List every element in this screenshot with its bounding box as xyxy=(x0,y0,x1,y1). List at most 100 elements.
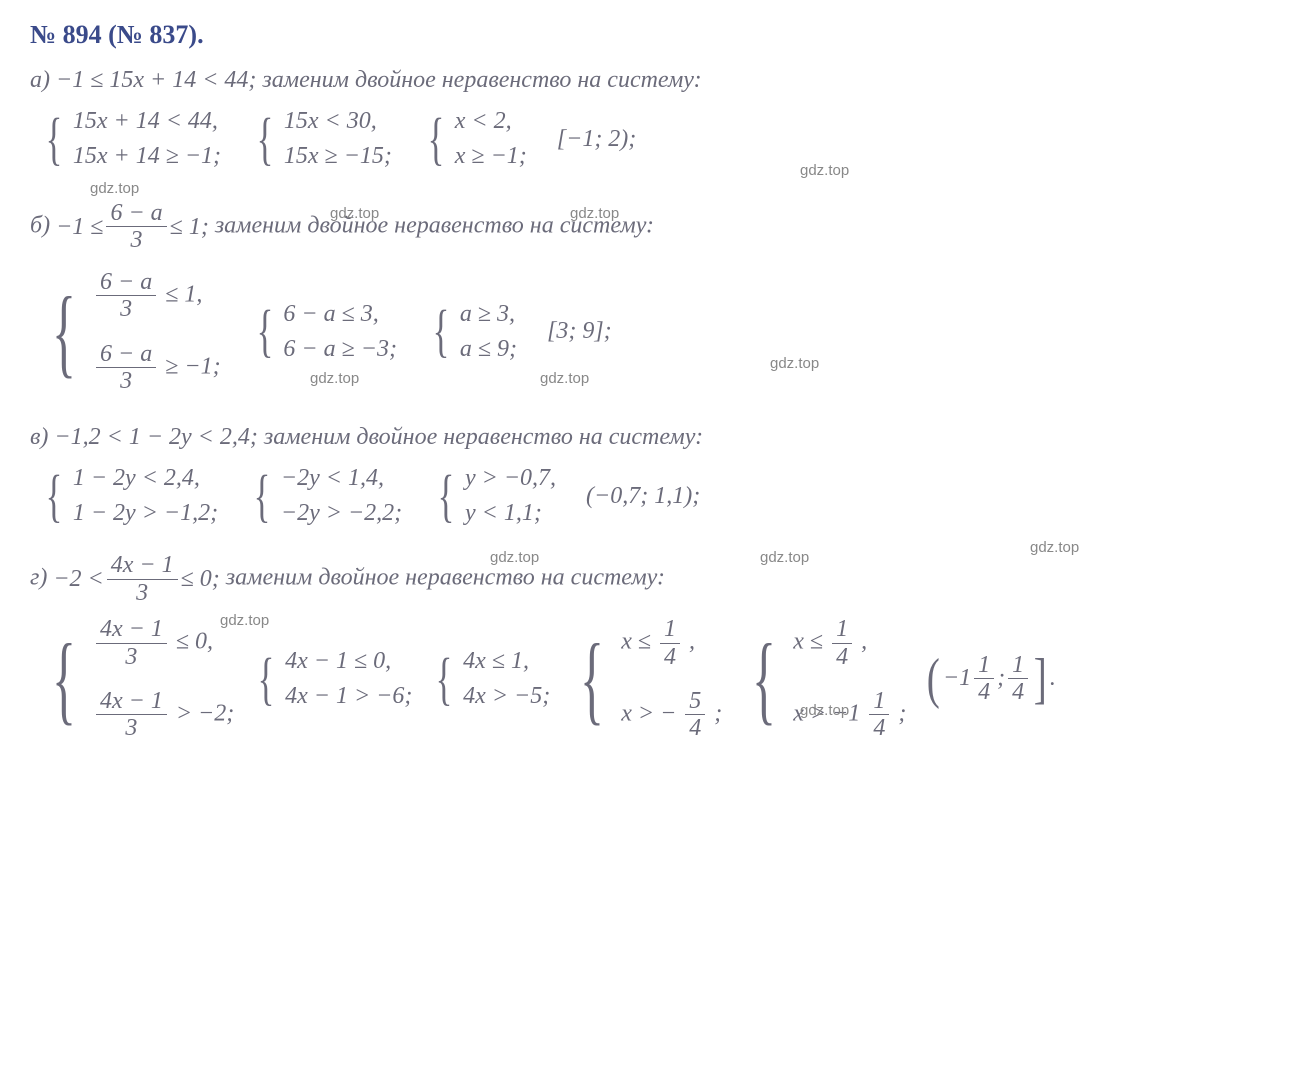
frac-den: 4 xyxy=(685,715,705,741)
problem-header: № 894 (№ 837). xyxy=(30,20,1274,50)
problem-b-statement: б) −1 ≤ 6 − a 3 ≤ 1; заменим двойное нер… xyxy=(30,200,1274,254)
eq-line: 6 − a 3 ≤ 1, xyxy=(93,269,221,323)
brace-icon: { xyxy=(46,116,63,162)
eq-line: y < 1,1; xyxy=(465,500,556,527)
ans-left-int: −1 xyxy=(943,665,971,692)
inequality-a: −1 ≤ 15x + 14 < 44; xyxy=(56,67,256,93)
eq-line: 1 − 2y > −1,2; xyxy=(73,500,218,527)
system-row-b: { 6 − a 3 ≤ 1, 6 − a 3 ≥ −1; xyxy=(40,269,1274,395)
eq-line: a ≤ 9; xyxy=(460,336,517,363)
eq-line: 4x > −5; xyxy=(463,683,550,710)
ans-sep: ; xyxy=(997,665,1005,692)
eq-line: x < 2, xyxy=(455,108,527,135)
brace-icon: { xyxy=(256,308,273,354)
frac-den: 3 xyxy=(121,644,141,670)
eq-line: y > −0,7, xyxy=(465,465,556,492)
answer-a: [−1; 2); xyxy=(557,126,637,153)
frac-num: 6 − a xyxy=(106,200,166,227)
frac-num: 4x − 1 xyxy=(96,616,167,643)
eq-line: 6 − a ≤ 3, xyxy=(283,301,397,328)
system-b-3: { a ≥ 3, a ≤ 9; xyxy=(427,301,517,363)
frac-den: 3 xyxy=(132,580,152,606)
eq-line: 15x + 14 ≥ −1; xyxy=(73,143,221,170)
frac-num: 1 xyxy=(660,616,680,643)
brace-icon: { xyxy=(438,473,455,519)
brace-icon: { xyxy=(436,656,453,702)
problem-d: г) −2 < 4x − 1 3 ≤ 0; заменим двойное не… xyxy=(30,552,1274,741)
watermark: gdz.top xyxy=(330,205,379,222)
problem-a-statement: а) −1 ≤ 15x + 14 < 44; заменим двойное н… xyxy=(30,62,1274,98)
eq-line: 15x + 14 < 44, xyxy=(73,108,221,135)
label-a: а) xyxy=(30,67,50,93)
brace-icon: { xyxy=(52,297,76,367)
ineq-suffix: ≤ 1; xyxy=(170,209,209,245)
brace-icon: { xyxy=(257,116,274,162)
suffix: , xyxy=(689,629,695,655)
eq-line: 4x − 1 3 > −2; xyxy=(93,688,234,742)
eq-line: 4x ≤ 1, xyxy=(463,648,550,675)
replace-text-a: заменим двойное неравенство на систему: xyxy=(262,67,701,93)
eq-line: 6 − a ≥ −3; xyxy=(283,336,397,363)
eq-line: 1 − 2y < 2,4, xyxy=(73,465,218,492)
fraction: 6 − a 3 xyxy=(96,269,156,323)
answer-b: [3; 9]; xyxy=(547,318,612,345)
frac-den: 4 xyxy=(869,715,889,741)
brace-icon: { xyxy=(46,473,63,519)
frac-num: 6 − a xyxy=(96,341,156,368)
fraction: 1 4 xyxy=(974,652,994,706)
suffix: ≤ 0, xyxy=(176,629,213,655)
problem-c: в) −1,2 < 1 − 2y < 2,4; заменим двойное … xyxy=(30,419,1274,527)
system-a-3: { x < 2, x ≥ −1; xyxy=(422,108,527,170)
eq-line: 6 − a 3 ≥ −1; xyxy=(93,341,221,395)
system-d-2: { 4x − 1 ≤ 0, 4x − 1 > −6; xyxy=(252,648,412,710)
system-c-3: { y > −0,7, y < 1,1; xyxy=(432,465,556,527)
watermark: gdz.top xyxy=(570,205,619,222)
brace-icon: { xyxy=(427,116,444,162)
suffix: ≤ 1, xyxy=(165,281,202,307)
label-b: б) xyxy=(30,212,50,238)
watermark: gdz.top xyxy=(770,355,819,372)
system-d-5: { x ≤ 1 4 , x > −1 1 4 ; xyxy=(740,616,906,742)
watermark: gdz.top xyxy=(90,180,139,197)
suffix: ; xyxy=(714,700,722,726)
watermark: gdz.top xyxy=(540,370,589,387)
frac-den: 3 xyxy=(127,227,147,253)
replace-text-d: заменим двойное неравенство на систему: xyxy=(226,565,665,591)
ineq-suffix: ≤ 0; xyxy=(181,561,220,597)
frac-num: 1 xyxy=(974,652,994,679)
ans-suffix: . xyxy=(1050,665,1056,692)
paren-left-icon: ( xyxy=(927,657,940,702)
frac-num: 1 xyxy=(1008,652,1028,679)
system-d-4: { x ≤ 1 4 , x > − 5 4 ; xyxy=(568,616,722,742)
suffix: ; xyxy=(898,700,906,726)
label-c: в) xyxy=(30,424,48,450)
watermark: gdz.top xyxy=(800,162,849,179)
brace-icon: { xyxy=(580,644,604,714)
frac-den: 3 xyxy=(116,296,136,322)
system-row-a: { 15x + 14 < 44, 15x + 14 ≥ −1; { 15x < … xyxy=(40,108,1274,170)
fraction: 6 − a 3 xyxy=(106,200,166,254)
eq-line: x ≤ 1 4 , xyxy=(621,616,722,670)
frac-den: 4 xyxy=(832,644,852,670)
system-a-2: { 15x < 30, 15x ≥ −15; xyxy=(251,108,392,170)
frac-den: 4 xyxy=(660,644,680,670)
system-row-c: { 1 − 2y < 2,4, 1 − 2y > −1,2; { −2y < 1… xyxy=(40,465,1274,527)
system-c-1: { 1 − 2y < 2,4, 1 − 2y > −1,2; xyxy=(40,465,218,527)
fraction: 4x − 1 3 xyxy=(96,616,167,670)
eq-line: 4x − 1 > −6; xyxy=(285,683,412,710)
ineq-prefix: −2 < xyxy=(53,561,103,597)
fraction: 1 4 xyxy=(660,616,680,670)
system-b-2: { 6 − a ≤ 3, 6 − a ≥ −3; xyxy=(251,301,397,363)
prefix: x > − xyxy=(621,700,676,726)
problem-c-statement: в) −1,2 < 1 − 2y < 2,4; заменим двойное … xyxy=(30,419,1274,455)
eq-line: 15x < 30, xyxy=(284,108,392,135)
fraction: 1 4 xyxy=(832,616,852,670)
system-d-3: { 4x ≤ 1, 4x > −5; xyxy=(430,648,550,710)
eq-line: x > − 5 4 ; xyxy=(621,688,722,742)
frac-num: 6 − a xyxy=(96,269,156,296)
frac-num: 4x − 1 xyxy=(107,552,178,579)
frac-den: 3 xyxy=(116,368,136,394)
suffix: > −2; xyxy=(176,700,234,726)
inequality-c: −1,2 < 1 − 2y < 2,4; xyxy=(54,424,257,450)
system-b-1: { 6 − a 3 ≤ 1, 6 − a 3 ≥ −1; xyxy=(40,269,221,395)
